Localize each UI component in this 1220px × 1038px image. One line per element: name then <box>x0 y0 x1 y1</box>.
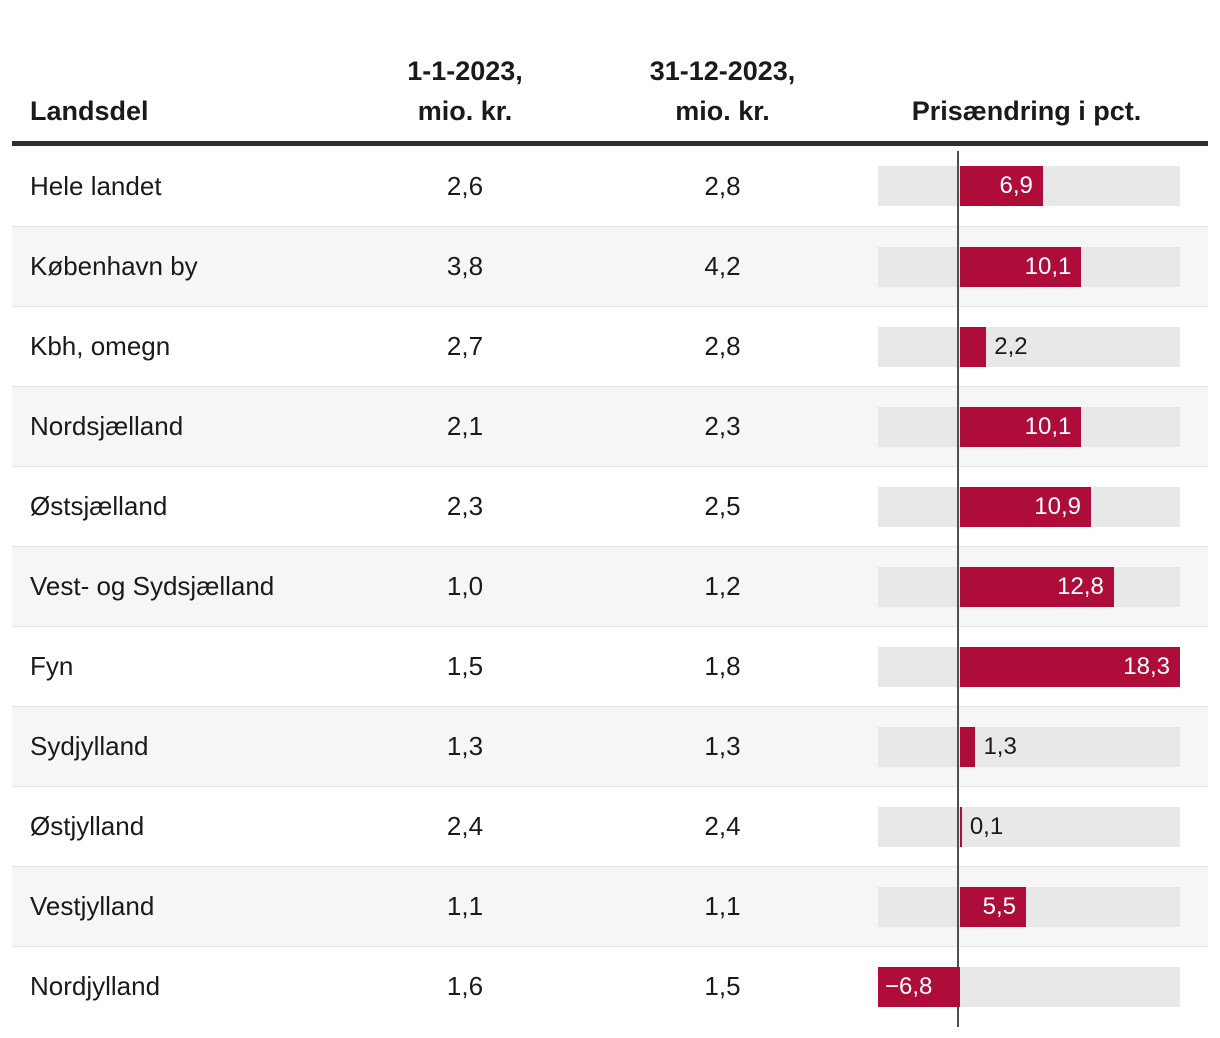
table-row: Østjylland 2,4 2,4 0,1 <box>12 786 1208 866</box>
column-header-start: 1-1-2023, mio. kr. <box>407 56 523 126</box>
value-end: 2,5 <box>704 491 741 521</box>
bar-track: 1,3 <box>878 726 1180 767</box>
bar-cell: 10,9 <box>845 467 1208 546</box>
bar-cell: 10,1 <box>845 387 1208 466</box>
table-row: Vest- og Sydsjælland 1,0 1,2 12,8 <box>12 546 1208 626</box>
value-end: 2,3 <box>704 411 741 441</box>
value-end: 1,5 <box>704 971 741 1001</box>
value-end: 1,3 <box>704 731 741 761</box>
bar-track: 10,1 <box>878 246 1180 287</box>
bar-track: −6,8 <box>878 966 1180 1007</box>
table-row: Vestjylland 1,1 1,1 5,5 <box>12 866 1208 946</box>
value-start: 2,7 <box>446 331 484 361</box>
zero-axis-line <box>957 151 959 1027</box>
bar-cell: 1,3 <box>845 707 1208 786</box>
column-header-change: Prisændring i pct. <box>911 96 1142 126</box>
bar-value-label: 12,8 <box>1057 572 1104 600</box>
table-row: Hele landet 2,6 2,8 6,9 <box>12 146 1208 226</box>
price-change-bar <box>959 246 1082 287</box>
value-start: 2,4 <box>446 811 484 841</box>
region-name: Kbh, omegn <box>30 331 171 361</box>
bar-track: 6,9 <box>878 166 1180 206</box>
value-end: 2,8 <box>704 170 741 201</box>
bar-value-label: 1,3 <box>983 732 1017 760</box>
bar-value-label: 5,5 <box>982 892 1016 920</box>
table-row: Nordjylland 1,6 1,5 −6,8 <box>12 946 1208 1026</box>
value-start: 2,1 <box>446 411 484 441</box>
value-end: 1,1 <box>704 891 741 921</box>
table-body: Hele landet 2,6 2,8 6,9 København by 3,8 4,2 10… <box>12 146 1208 1026</box>
table-row: Østsjælland 2,3 2,5 10,9 <box>12 466 1208 546</box>
bar-track: 10,9 <box>878 486 1180 527</box>
region-name: Hele landet <box>30 170 162 201</box>
price-change-bar <box>959 166 1043 206</box>
price-change-bar <box>959 646 1180 687</box>
bar-value-label: 6,9 <box>999 172 1033 199</box>
region-name: Sydjylland <box>30 731 149 761</box>
table-row: Nordsjælland 2,1 2,3 10,1 <box>12 386 1208 466</box>
value-end: 4,2 <box>704 251 741 281</box>
bar-cell: 6,9 <box>845 146 1208 226</box>
table-row: København by 3,8 4,2 10,1 <box>12 226 1208 306</box>
table-row: Fyn 1,5 1,8 18,3 <box>12 626 1208 706</box>
price-change-bar <box>959 886 1026 927</box>
region-name: Fyn <box>30 651 74 681</box>
bar-track: 0,1 <box>878 806 1180 847</box>
column-header-end: 31-12-2023, mio. kr. <box>649 56 796 126</box>
bar-cell: −6,8 <box>845 947 1208 1026</box>
price-change-bar <box>959 566 1114 607</box>
bar-value-label: −6,8 <box>885 972 933 1000</box>
bar-track: 10,1 <box>878 406 1180 447</box>
region-name: Nordjylland <box>30 971 161 1001</box>
value-end: 1,8 <box>704 651 741 681</box>
value-start: 1,1 <box>446 891 484 921</box>
bar-value-label: 10,9 <box>1034 492 1081 520</box>
table-row: Kbh, omegn 2,7 2,8 2,2 <box>12 306 1208 386</box>
table: Landsdel 1-1-2023, mio. kr. 31-12-2023, … <box>12 0 1208 1026</box>
bar-cell: 12,8 <box>845 547 1208 626</box>
bar-cell: 10,1 <box>845 227 1208 306</box>
bar-value-label: 2,2 <box>994 332 1028 360</box>
price-change-bar <box>959 726 976 767</box>
bar-track: 12,8 <box>878 566 1180 607</box>
value-start: 2,3 <box>446 491 484 521</box>
value-end: 2,8 <box>704 331 741 361</box>
region-name: Østsjælland <box>30 491 168 521</box>
price-change-bar <box>878 966 960 1007</box>
bar-value-label: 10,1 <box>1024 412 1072 440</box>
value-start: 3,8 <box>446 251 484 281</box>
value-start: 2,6 <box>446 170 484 201</box>
bar-cell: 0,1 <box>845 787 1208 866</box>
bar-value-label: 0,1 <box>969 812 1004 840</box>
region-name: Vestjylland <box>30 891 155 921</box>
region-name: Østjylland <box>30 811 145 841</box>
bar-track: 18,3 <box>878 646 1180 687</box>
price-change-bar <box>959 806 962 847</box>
table-row: Sydjylland 1,3 1,3 1,3 <box>12 706 1208 786</box>
bar-value-label: 18,3 <box>1123 652 1170 680</box>
value-start: 1,6 <box>446 971 484 1001</box>
column-header-landsdel: Landsdel <box>30 96 149 126</box>
value-start: 1,0 <box>446 571 484 601</box>
price-change-bar <box>959 406 1082 447</box>
price-change-bar <box>959 326 987 367</box>
bar-cell: 5,5 <box>845 867 1208 946</box>
bar-value-label: 10,1 <box>1024 252 1072 280</box>
value-end: 1,2 <box>704 571 741 601</box>
region-name: Vest- og Sydsjælland <box>30 571 275 601</box>
region-name: Nordsjælland <box>30 411 184 441</box>
bar-cell: 2,2 <box>845 307 1208 386</box>
table-header-row: Landsdel 1-1-2023, mio. kr. 31-12-2023, … <box>12 0 1208 146</box>
region-name: København by <box>30 251 198 281</box>
value-end: 2,4 <box>704 811 741 841</box>
value-start: 1,5 <box>446 651 484 681</box>
value-start: 1,3 <box>446 731 484 761</box>
bar-cell: 18,3 <box>845 627 1208 706</box>
price-change-bar <box>959 486 1091 527</box>
bar-track: 2,2 <box>878 326 1180 367</box>
bar-track: 5,5 <box>878 886 1180 927</box>
